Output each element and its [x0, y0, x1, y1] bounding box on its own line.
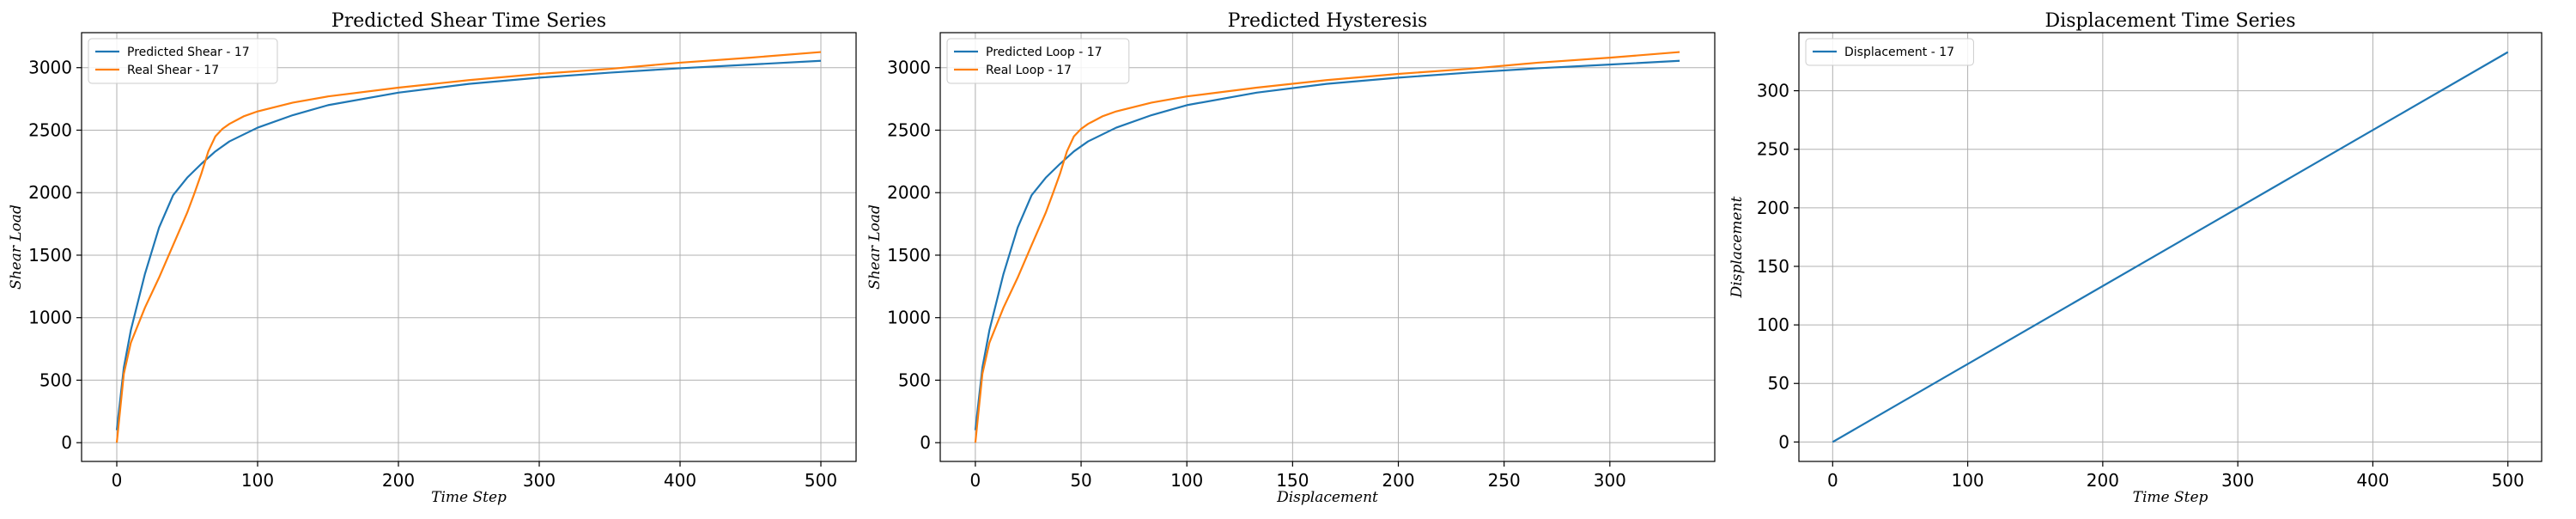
x-axis-label: Time Step	[2133, 489, 2208, 506]
chart-title: Predicted Shear Time Series	[331, 10, 606, 32]
x-tick-label: 400	[2356, 470, 2389, 491]
y-tick-label: 2500	[887, 119, 931, 140]
y-tick-label: 1500	[28, 245, 72, 266]
x-tick-label: 200	[2087, 470, 2119, 491]
x-tick-label: 100	[1170, 470, 1203, 491]
x-tick-label: 0	[1827, 470, 1838, 491]
legend-label-0: Predicted Loop - 17	[986, 46, 1103, 59]
series-line-0	[1832, 51, 2509, 443]
y-tick-label: 1000	[887, 308, 931, 328]
y-tick-label: 250	[1757, 139, 1789, 160]
chart-panel-hysteresis: 0 50 100 150 200 250 300 0 500 1000 1500 2000 2500 30…	[859, 0, 1717, 516]
x-axis-label: Time Step	[431, 489, 507, 506]
x-tick-label: 150	[1276, 470, 1309, 491]
x-tick-label: 100	[241, 470, 274, 491]
plot-frame	[1798, 32, 2543, 462]
x-tick-label: 300	[2221, 470, 2254, 491]
x-tick-label: 200	[1382, 470, 1414, 491]
y-tick-label: 3000	[887, 58, 931, 78]
x-tick-label: 0	[970, 470, 981, 491]
y-tick-label: 0	[61, 432, 72, 453]
y-tick-label: 50	[1768, 373, 1789, 394]
y-tick-label: 2000	[28, 182, 72, 203]
x-tick-label: 250	[1488, 470, 1521, 491]
x-axis-label: Displacement	[1276, 489, 1378, 506]
legend-label-0: Predicted Shear - 17	[127, 46, 250, 59]
legend-label-1: Real Shear - 17	[127, 64, 219, 77]
legend-label-0: Displacement - 17	[1844, 46, 1954, 59]
plot-frame	[81, 32, 857, 462]
x-tick-label: 400	[664, 470, 696, 491]
y-tick-label: 0	[920, 432, 931, 453]
legend-box	[1805, 38, 1974, 66]
chart-panel-shear: 0 100 200 300 400 500 0 500 1000 1500 2000 2500 3000…	[0, 0, 859, 516]
legend-label-1: Real Loop - 17	[986, 64, 1072, 77]
series-line-1	[974, 51, 1680, 443]
plot-frame	[939, 32, 1716, 462]
y-axis-label: Shear Load	[866, 205, 884, 290]
y-tick-label: 500	[39, 369, 72, 390]
x-tick-label: 50	[1070, 470, 1091, 491]
x-tick-label: 500	[2492, 470, 2524, 491]
chart-title: Predicted Hysteresis	[1228, 10, 1428, 32]
y-tick-label: 300	[1757, 81, 1789, 101]
y-tick-label: 1000	[28, 308, 72, 328]
chart-panel-displacement: 0 100 200 300 400 500 0 50 100 150 200 250 300 Displa…	[1717, 0, 2576, 516]
y-tick-label: 200	[1757, 198, 1789, 218]
x-tick-label: 100	[1951, 470, 1984, 491]
legend-box	[88, 38, 278, 84]
x-tick-label: 500	[805, 470, 837, 491]
y-tick-label: 2500	[28, 119, 72, 140]
x-tick-label: 200	[382, 470, 415, 491]
y-tick-label: 100	[1757, 314, 1789, 335]
x-tick-label: 300	[1594, 470, 1626, 491]
y-axis-label: Shear Load	[8, 205, 25, 290]
y-tick-label: 1500	[887, 245, 931, 266]
y-tick-label: 0	[1778, 431, 1789, 452]
y-tick-label: 2000	[887, 182, 931, 203]
y-axis-label: Displacement	[1728, 196, 1746, 298]
chart-svg-displacement: 0 100 200 300 400 500 0 50 100 150 200 250 300 Displa…	[1728, 10, 2543, 506]
legend-box	[946, 38, 1130, 84]
series-line-0	[115, 59, 822, 430]
x-tick-label: 300	[523, 470, 556, 491]
chart-title: Displacement Time Series	[2045, 10, 2296, 32]
series-line-1	[115, 51, 822, 443]
chart-svg-hysteresis: 0 50 100 150 200 250 3000500100015002000250030…	[866, 10, 1716, 506]
y-tick-label: 150	[1757, 256, 1789, 277]
y-tick-label: 3000	[28, 58, 72, 78]
y-tick-label: 500	[898, 369, 931, 390]
x-tick-label: 0	[112, 470, 123, 491]
series-line-0	[974, 59, 1680, 430]
chart-svg-shear: 0 100 200 300 400 500 0 500 1000 1500 2000 2500 3000…	[8, 10, 857, 506]
